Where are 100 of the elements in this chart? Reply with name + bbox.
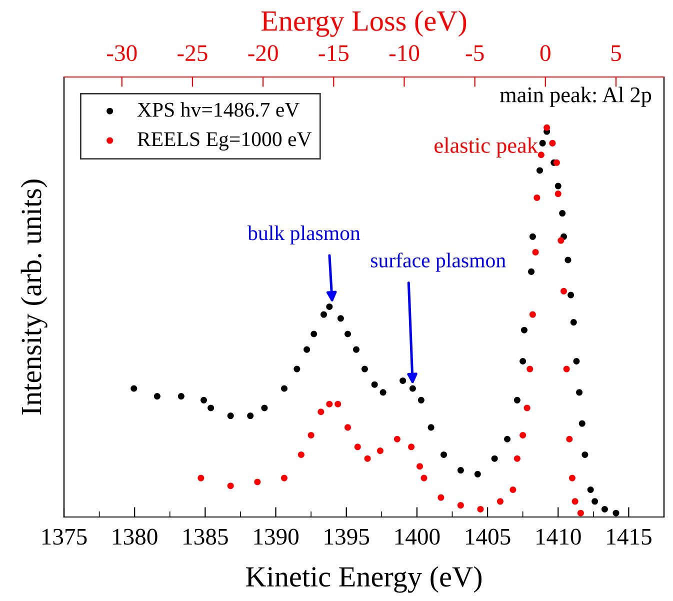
x-tick-label: 1380 (113, 528, 158, 545)
point (354, 444, 361, 450)
point (559, 210, 566, 217)
point (298, 451, 304, 458)
x-axis-title: Kinetic Energy (eV) (246, 566, 482, 593)
point (130, 385, 138, 392)
point (416, 463, 424, 470)
point (529, 233, 536, 240)
point (568, 292, 574, 298)
point (227, 412, 234, 420)
point (526, 366, 534, 372)
point (514, 396, 520, 404)
point (568, 474, 576, 482)
x-tick-label: 1410 (536, 528, 581, 545)
point (538, 152, 544, 158)
point (320, 311, 328, 318)
point (549, 140, 556, 146)
point (520, 432, 526, 438)
x-tick-label: 1400 (395, 528, 440, 545)
point (261, 404, 268, 412)
point (304, 346, 310, 353)
legend-label: XPS hv=1486.7 eV (137, 102, 300, 117)
point (394, 436, 400, 442)
point (504, 436, 511, 442)
x2-tick-label: -5 (466, 45, 484, 62)
point (408, 444, 415, 450)
annotation: surface plasmon (371, 252, 506, 272)
point (554, 182, 562, 190)
point (601, 506, 608, 512)
point (361, 366, 368, 372)
point (566, 436, 573, 442)
point (344, 330, 352, 338)
point (227, 482, 234, 490)
x-tick-label: 1395 (324, 528, 370, 545)
point (254, 478, 261, 486)
point (563, 366, 570, 372)
point (376, 448, 384, 454)
point (474, 470, 481, 478)
point (491, 455, 498, 462)
point (587, 486, 594, 493)
point (178, 393, 184, 400)
point (529, 311, 536, 318)
point (534, 194, 540, 201)
y-axis-title: Intensity (arb. units) (20, 180, 48, 415)
point (576, 389, 583, 396)
point (308, 432, 314, 438)
annotation: elastic peak (434, 137, 538, 158)
point (154, 393, 160, 400)
x-tick-label: 1405 (466, 528, 510, 545)
point (573, 358, 580, 365)
x2-tick-label: -20 (248, 45, 278, 62)
point (380, 389, 386, 396)
x2-tick-label: -10 (389, 45, 420, 62)
point (496, 498, 504, 505)
annotation: bulk plasmon (248, 226, 360, 244)
point (352, 346, 360, 353)
point (582, 451, 588, 458)
point (310, 330, 318, 338)
point (510, 486, 516, 493)
point (440, 451, 448, 458)
point (592, 498, 598, 505)
point (578, 420, 586, 427)
point (558, 237, 564, 244)
point (294, 366, 300, 372)
point (200, 396, 208, 404)
point (400, 377, 406, 384)
x-tick-label: 1385 (184, 528, 228, 545)
point (457, 502, 464, 509)
point (560, 288, 568, 294)
point (564, 256, 572, 264)
point (438, 494, 444, 501)
x2-tick-label: -25 (178, 45, 208, 62)
point (326, 400, 333, 408)
point (418, 396, 424, 404)
x-tick-label: 1415 (607, 528, 652, 545)
point (539, 140, 546, 146)
point (337, 315, 344, 322)
x2-axis-title: Energy Loss (eV) (261, 10, 466, 37)
point (532, 248, 539, 256)
point (409, 385, 416, 392)
point (514, 455, 520, 462)
point (536, 167, 544, 174)
point (520, 326, 528, 334)
point (334, 400, 342, 408)
x-tick-label: 1375 (42, 528, 87, 545)
point (612, 510, 620, 516)
point (528, 268, 535, 275)
x2-tick-label: -30 (107, 45, 137, 62)
point (477, 506, 484, 512)
point (428, 424, 434, 431)
point (524, 404, 530, 412)
point (570, 319, 577, 326)
point (572, 498, 578, 505)
point (554, 190, 562, 198)
point (553, 159, 560, 166)
point (364, 455, 371, 462)
x2-tick-label: 5 (611, 45, 621, 62)
point (208, 404, 214, 412)
point (198, 474, 204, 482)
point (577, 510, 584, 516)
